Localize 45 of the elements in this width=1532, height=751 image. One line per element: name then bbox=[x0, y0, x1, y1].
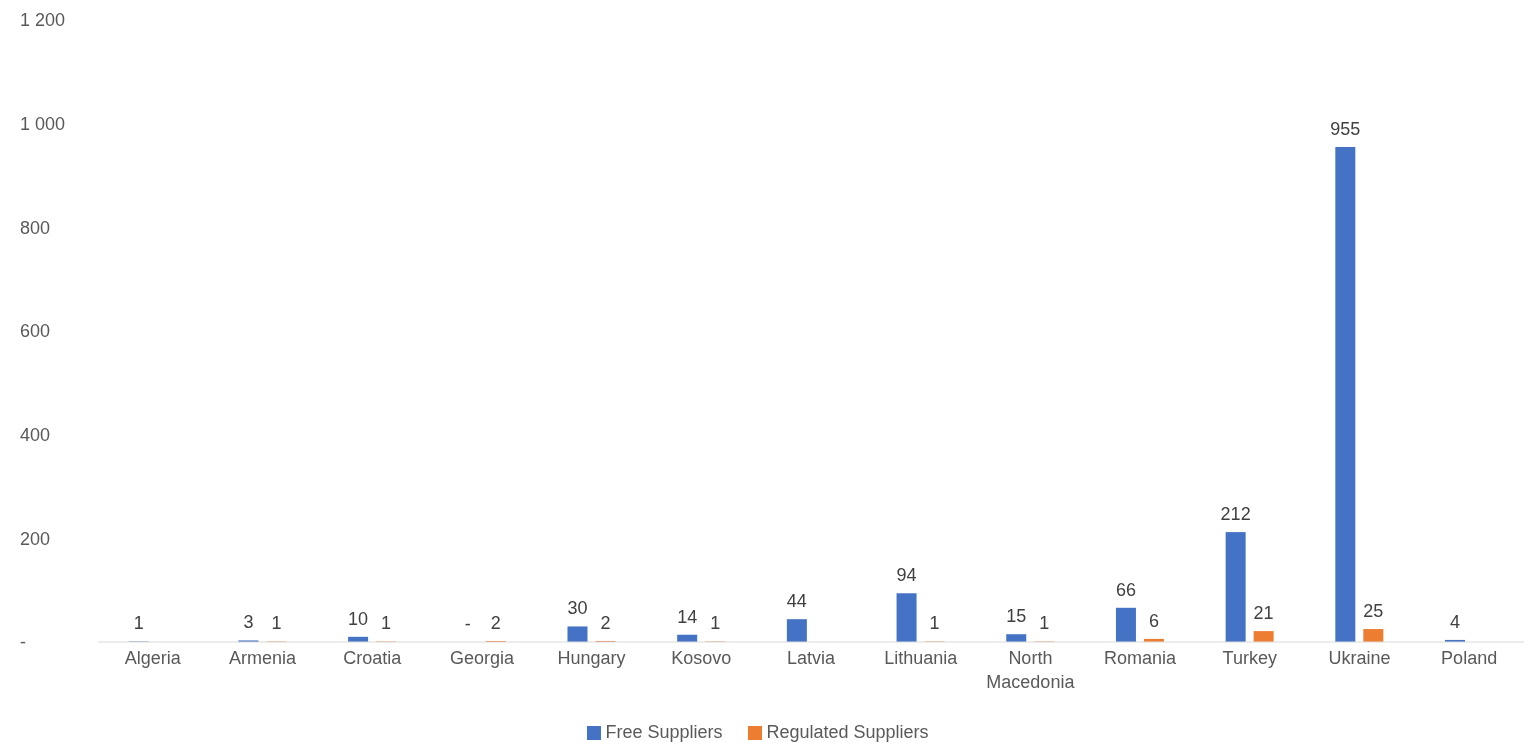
data-label: 6 bbox=[1148, 610, 1159, 631]
data-label: 94 bbox=[896, 565, 917, 586]
x-tick-label: Latvia bbox=[786, 648, 836, 668]
x-tick-label: North Macedonia bbox=[986, 648, 1076, 692]
y-tick-label: - bbox=[20, 632, 26, 653]
x-tick-label: Lithuania bbox=[884, 648, 959, 668]
data-label: - bbox=[464, 614, 471, 634]
data-label: 955 bbox=[1330, 118, 1361, 139]
x-tick-label: Ukraine bbox=[1328, 648, 1391, 668]
legend-label: Free Suppliers bbox=[605, 722, 723, 742]
data-label: 2 bbox=[600, 612, 611, 633]
data-label: 66 bbox=[1115, 579, 1136, 600]
x-tick-label: Georgia bbox=[449, 648, 515, 668]
y-tick-label: 200 bbox=[20, 528, 51, 549]
data-label: 1 bbox=[271, 613, 282, 634]
data-label: 25 bbox=[1363, 601, 1384, 622]
y-tick-label: 600 bbox=[20, 321, 51, 342]
y-tick-label: 1 000 bbox=[20, 114, 66, 135]
data-label: 3 bbox=[243, 612, 254, 633]
data-label: 21 bbox=[1253, 603, 1274, 624]
x-tick-label: Poland bbox=[1441, 648, 1498, 668]
data-label: 1 bbox=[133, 613, 144, 634]
data-label: 10 bbox=[348, 608, 369, 629]
data-label: 1 bbox=[381, 613, 392, 634]
x-tick-label: Hungary bbox=[557, 648, 626, 668]
data-label: 1 bbox=[929, 613, 940, 634]
data-label: 14 bbox=[677, 606, 698, 627]
data-label: 1 bbox=[710, 613, 721, 634]
x-tick-label: Armenia bbox=[229, 648, 298, 668]
x-tick-label: Croatia bbox=[343, 648, 403, 668]
data-label: 1 bbox=[1039, 613, 1050, 634]
data-label: 44 bbox=[786, 591, 807, 612]
data-label: 212 bbox=[1220, 504, 1251, 525]
data-label: 2 bbox=[490, 612, 501, 633]
y-tick-label: 400 bbox=[20, 425, 51, 446]
x-tick-label: Turkey bbox=[1222, 648, 1277, 668]
data-label: 30 bbox=[567, 598, 588, 619]
y-tick-label: 1 200 bbox=[20, 10, 66, 31]
data-label: 15 bbox=[1006, 606, 1027, 627]
x-tick-label: Kosovo bbox=[671, 648, 732, 668]
x-tick-label: Romania bbox=[1104, 648, 1178, 668]
x-tick-label: Algeria bbox=[124, 648, 182, 668]
legend-label: Regulated Suppliers bbox=[766, 722, 929, 742]
data-label: 4 bbox=[1450, 611, 1461, 632]
y-tick-label: 800 bbox=[20, 217, 51, 238]
